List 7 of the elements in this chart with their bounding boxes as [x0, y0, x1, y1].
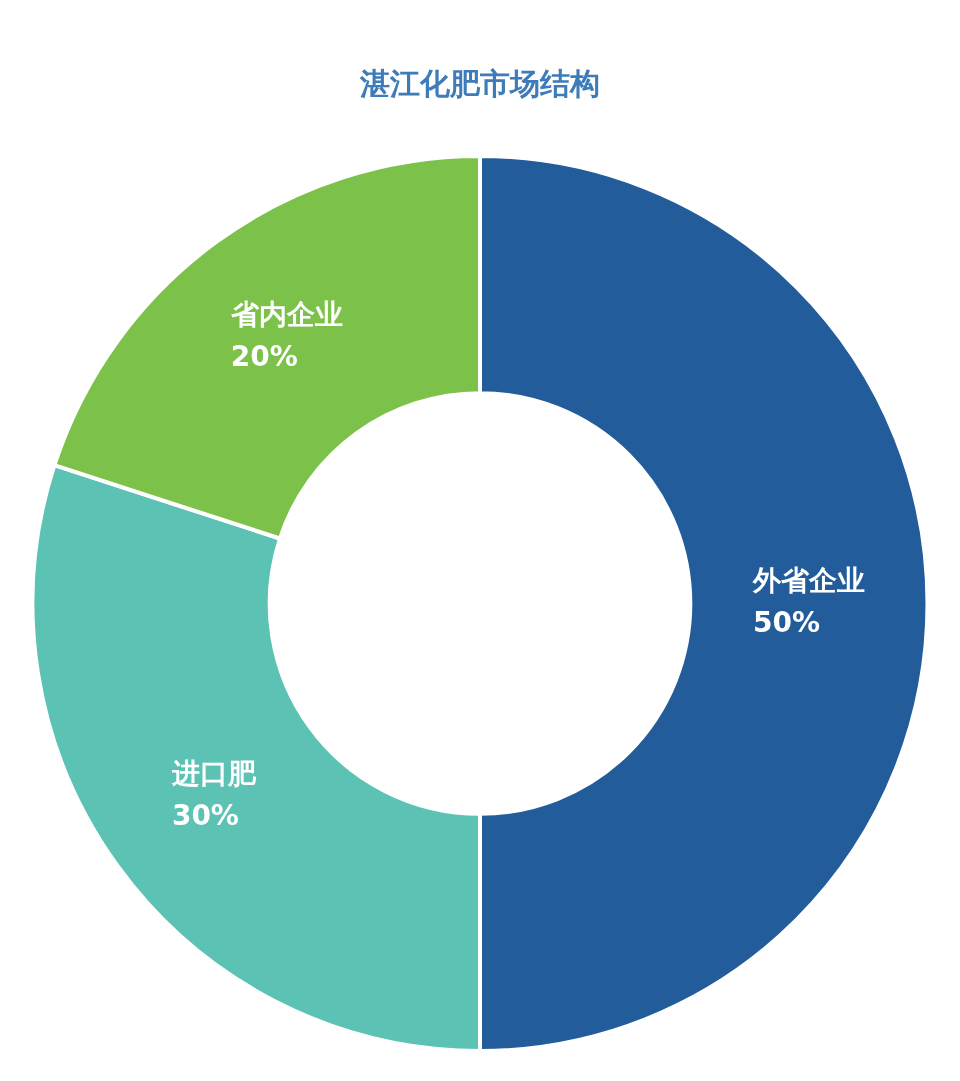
data-label: 50% — [752, 605, 820, 639]
slice-label: 外省企业 — [751, 563, 865, 597]
data-label: 30% — [171, 799, 239, 833]
data-label: 20% — [230, 339, 298, 373]
chart-title: 湛江化肥市场结构 — [359, 65, 600, 101]
slice-label: 省内企业 — [229, 297, 343, 331]
slice-label: 进口肥 — [170, 757, 257, 791]
